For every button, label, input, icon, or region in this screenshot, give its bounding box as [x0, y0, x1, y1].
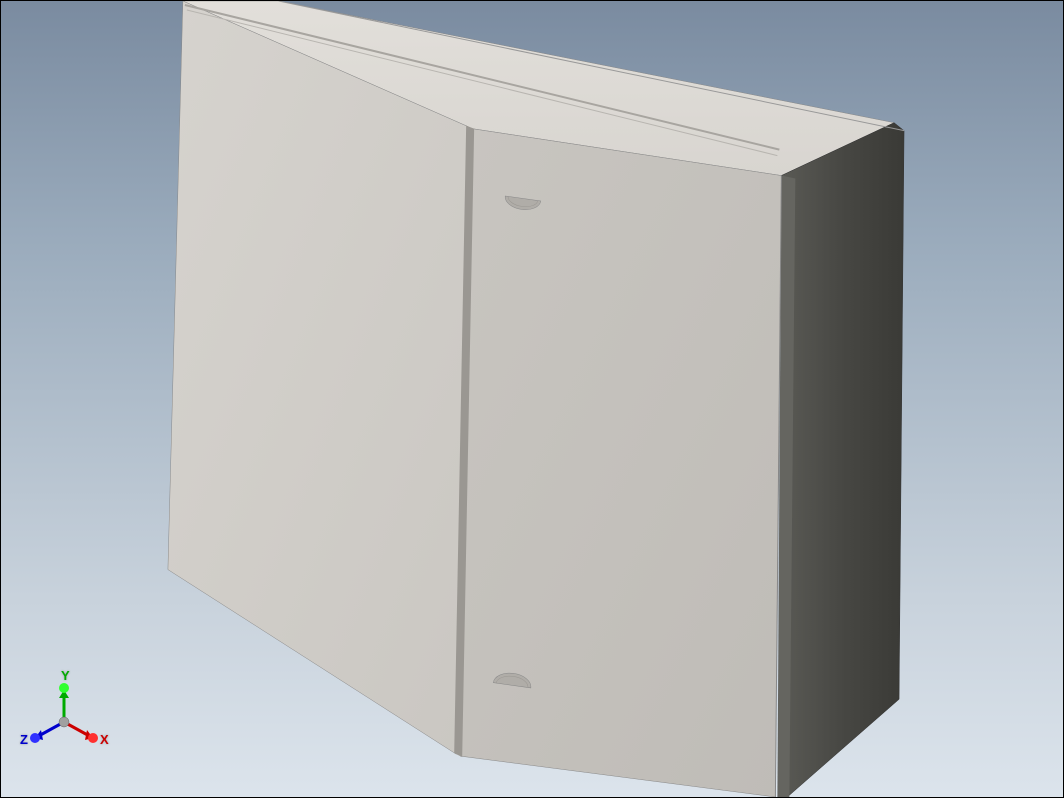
- model-render: [1, 1, 1063, 797]
- axis-label-y: Y: [61, 668, 70, 683]
- cabinet-right-door: [460, 129, 781, 797]
- cabinet-left-door: [168, 1, 468, 754]
- axis-label-x: X: [100, 732, 109, 747]
- axis-label-z: Z: [20, 732, 28, 747]
- coordinate-triad[interactable]: Y X Z: [29, 682, 119, 772]
- cad-viewport[interactable]: Y X Z: [0, 0, 1064, 798]
- cabinet-side-face: [781, 123, 904, 797]
